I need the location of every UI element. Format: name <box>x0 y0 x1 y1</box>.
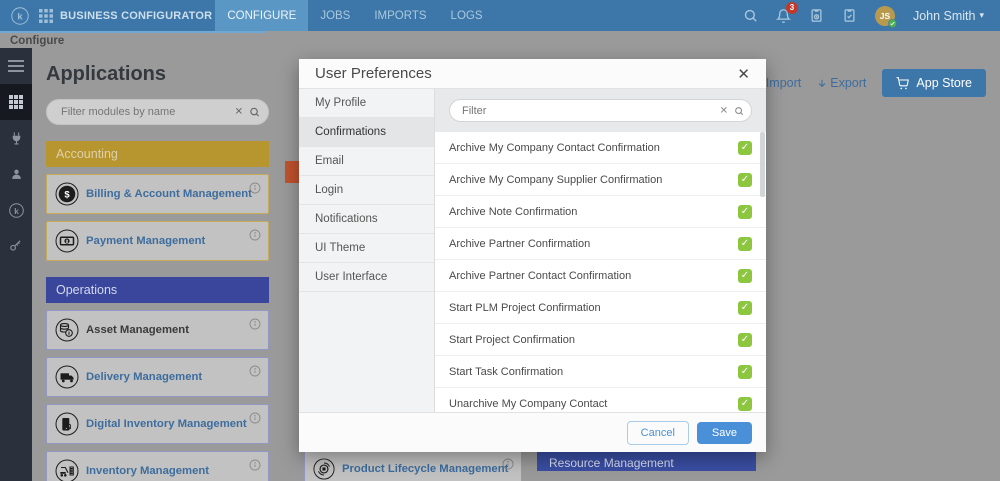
svg-text:k: k <box>14 207 19 216</box>
svg-text:k: k <box>17 11 23 22</box>
svg-text:$: $ <box>64 190 70 201</box>
